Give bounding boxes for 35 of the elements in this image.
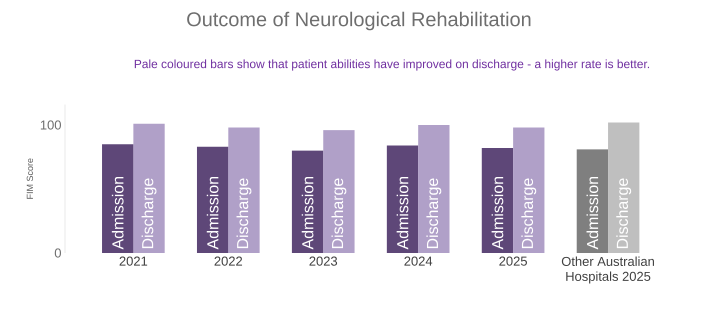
chart-title: Outcome of Neurological Rehabilitation xyxy=(187,12,530,30)
bar xyxy=(323,130,355,253)
text: Discharge xyxy=(521,178,536,248)
text: Discharge xyxy=(426,178,442,248)
x-tick-label: 2023 xyxy=(309,256,338,266)
text: Admission xyxy=(586,177,598,250)
text: Discharge xyxy=(331,178,346,248)
bar xyxy=(513,128,544,253)
text: Admission xyxy=(206,177,218,250)
x-tick-label: 2024 xyxy=(404,256,432,266)
y-tick-label: 100 xyxy=(40,120,61,130)
bar xyxy=(102,144,134,253)
bar xyxy=(576,149,608,253)
x-tick-label: Other Australian Hospitals 2025 xyxy=(562,256,654,284)
text: Discharge xyxy=(616,178,632,248)
bar xyxy=(292,150,324,253)
x-tick-label: 2025 xyxy=(499,256,527,266)
bar xyxy=(418,124,450,253)
bar xyxy=(608,122,640,253)
text: Admission xyxy=(396,177,408,250)
text: Admission xyxy=(492,177,504,250)
x-tick-label: 2021 xyxy=(120,256,148,266)
y-axis-title: FIM Score xyxy=(26,158,34,199)
bar xyxy=(386,145,418,253)
bar xyxy=(133,124,165,253)
y-tick-label: 0 xyxy=(54,248,61,258)
bar xyxy=(196,146,228,253)
x-tick-label: 2022 xyxy=(214,256,242,266)
series-label: Admission xyxy=(112,177,124,250)
bar xyxy=(482,148,514,253)
text: Admission xyxy=(302,177,314,250)
text: Discharge xyxy=(236,178,252,248)
text: Pale coloured bars show that patient abilities have improved on discharge - a higher rate is better. xyxy=(134,59,650,71)
series-label: Discharge xyxy=(142,178,156,248)
bar xyxy=(228,128,260,253)
